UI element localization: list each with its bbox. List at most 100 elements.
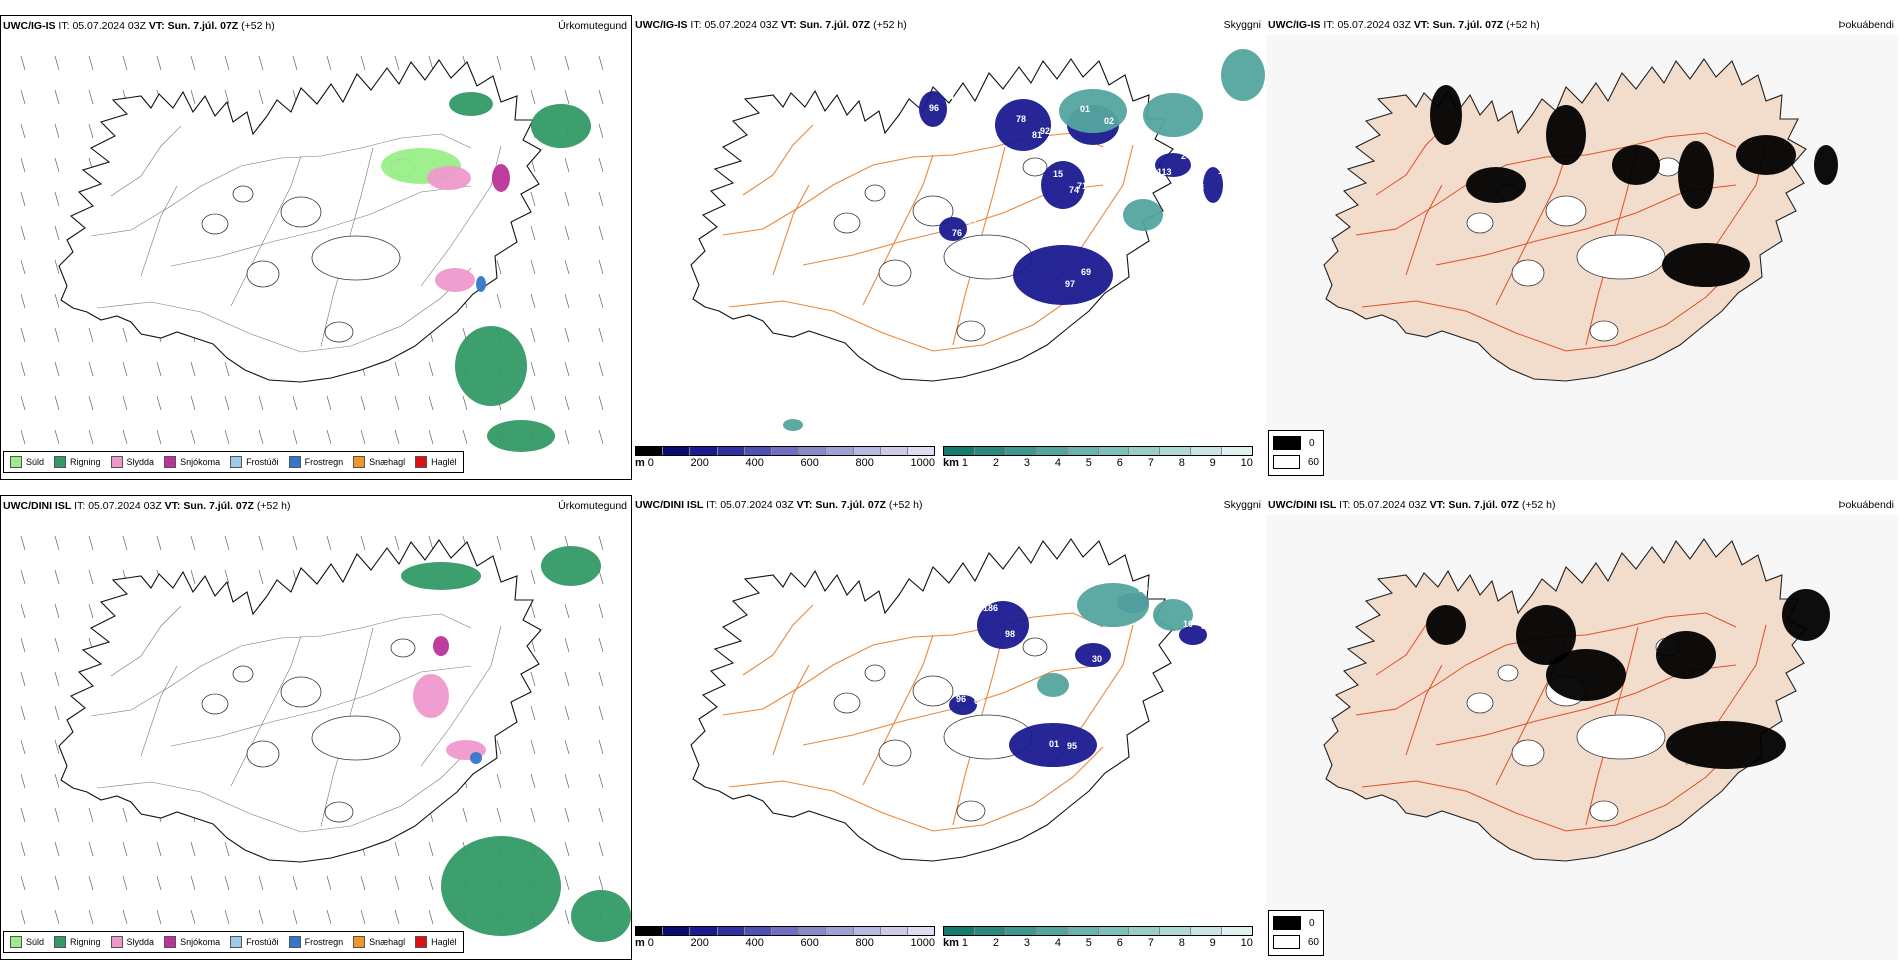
wind-barb [20, 55, 26, 71]
cloud-base-labels: 186 47 95 08 84 69 98 30 01 96 10 [956, 584, 1211, 751]
wind-barb [530, 773, 536, 789]
wind-barb [224, 909, 230, 925]
wind-barb [190, 361, 196, 377]
iceland-base [690, 538, 1174, 862]
wind-barb [20, 293, 26, 309]
wind-barb [88, 569, 94, 585]
panel-type-label: Úrkomutegund [558, 500, 627, 512]
wind-barb [224, 361, 230, 377]
wind-barb [564, 191, 570, 207]
scale-step [907, 447, 935, 455]
fog-panel-bottom: UWC/DINI ISL IT: 05.07.2024 03Z VT: Sun.… [1266, 495, 1898, 960]
wind-barb [88, 361, 94, 377]
wind-barb [258, 395, 264, 411]
glacier-outline [1466, 212, 1494, 234]
precip-rain [449, 92, 493, 116]
precip-type-panel-top: UWC/IG-IS IT: 05.07.2024 03Z VT: Sun. 7.… [0, 15, 632, 480]
legend-item: Haglél [415, 936, 457, 948]
scale-label: 6 [1116, 457, 1123, 469]
wind-barb [190, 875, 196, 891]
legend-item: Súld [10, 456, 44, 468]
wind-barb [564, 327, 570, 343]
fog-panel-top: UWC/IG-IS IT: 05.07.2024 03Z VT: Sun. 7.… [1266, 15, 1898, 480]
glacier-outline [833, 692, 861, 714]
wind-barb [54, 909, 60, 925]
fog-index-dark-area [1736, 135, 1796, 175]
scale-label: 5 [1085, 937, 1092, 949]
scale-step [1191, 927, 1223, 935]
scale-step [826, 927, 854, 935]
wind-barb [122, 535, 128, 551]
scale-label: 800 [855, 937, 874, 949]
panel-type-label: Skyggni [1223, 499, 1261, 511]
wind-barb [496, 739, 502, 755]
wind-barb [224, 89, 230, 105]
wind-barb [326, 395, 332, 411]
precip-snow [492, 164, 510, 192]
wind-barb [190, 55, 196, 71]
visibility-scale: km 1 2 3 4 5 6 7 8 9 10 [943, 926, 1253, 960]
wind-barb [224, 841, 230, 857]
wind-barb [88, 807, 94, 823]
wind-barb [122, 909, 128, 925]
scale-step [744, 447, 772, 455]
scale-step [1036, 927, 1068, 935]
wind-barb [292, 535, 298, 551]
legend-label: Rigning [70, 457, 101, 467]
wind-barb [564, 225, 570, 241]
glacier-outline [912, 675, 954, 707]
wind-barb [326, 909, 332, 925]
precip-sleet [435, 268, 475, 292]
road-line [140, 185, 178, 277]
wind-barb [54, 637, 60, 653]
road-line [728, 746, 1104, 832]
wind-barb [598, 123, 604, 139]
legend-label: Haglél [431, 937, 457, 947]
wind-barb [292, 429, 298, 445]
scale-bar [635, 926, 935, 936]
scale-step [1222, 447, 1253, 455]
wind-barb [258, 875, 264, 891]
road-line [96, 747, 472, 833]
wind-barb [54, 157, 60, 173]
legend-swatch [288, 936, 301, 948]
wind-barb [394, 875, 400, 891]
scale-step [974, 927, 1006, 935]
wind-barb [122, 807, 128, 823]
road-line [230, 155, 302, 307]
road-line [110, 125, 182, 197]
scale-unit: m [635, 457, 645, 469]
height-scale: m 0 200 400 600 800 1000 [635, 446, 935, 480]
wind-barb [598, 739, 604, 755]
legend-swatch [415, 456, 428, 468]
legend-swatch [164, 456, 177, 468]
wind-barb [20, 259, 26, 275]
wind-barb [326, 55, 332, 71]
road-line [1361, 266, 1737, 352]
cloud-base-label: 92 [1040, 126, 1050, 136]
glacier-outline [1576, 714, 1666, 760]
wind-barb [20, 395, 26, 411]
scale-label: 3 [1023, 457, 1030, 469]
road-line [772, 184, 810, 276]
wind-barb [598, 705, 604, 721]
scale-step [880, 447, 908, 455]
fog-index-dark-area [1546, 649, 1626, 701]
wind-barb [224, 395, 230, 411]
wind-barb [54, 293, 60, 309]
scale-label: 0 [647, 457, 654, 469]
scale-step [853, 447, 881, 455]
wind-barb [54, 191, 60, 207]
legend-swatch [288, 456, 301, 468]
wind-barb [54, 429, 60, 445]
low-cloud-base-area [939, 217, 967, 241]
wind-barb [20, 637, 26, 653]
wind-barb [496, 807, 502, 823]
wind-barb [530, 293, 536, 309]
wind-barb [122, 841, 128, 857]
fog-index-dark-area [1516, 605, 1576, 665]
wind-barb [54, 739, 60, 755]
scale-step [744, 927, 772, 935]
wind-barb [564, 603, 570, 619]
